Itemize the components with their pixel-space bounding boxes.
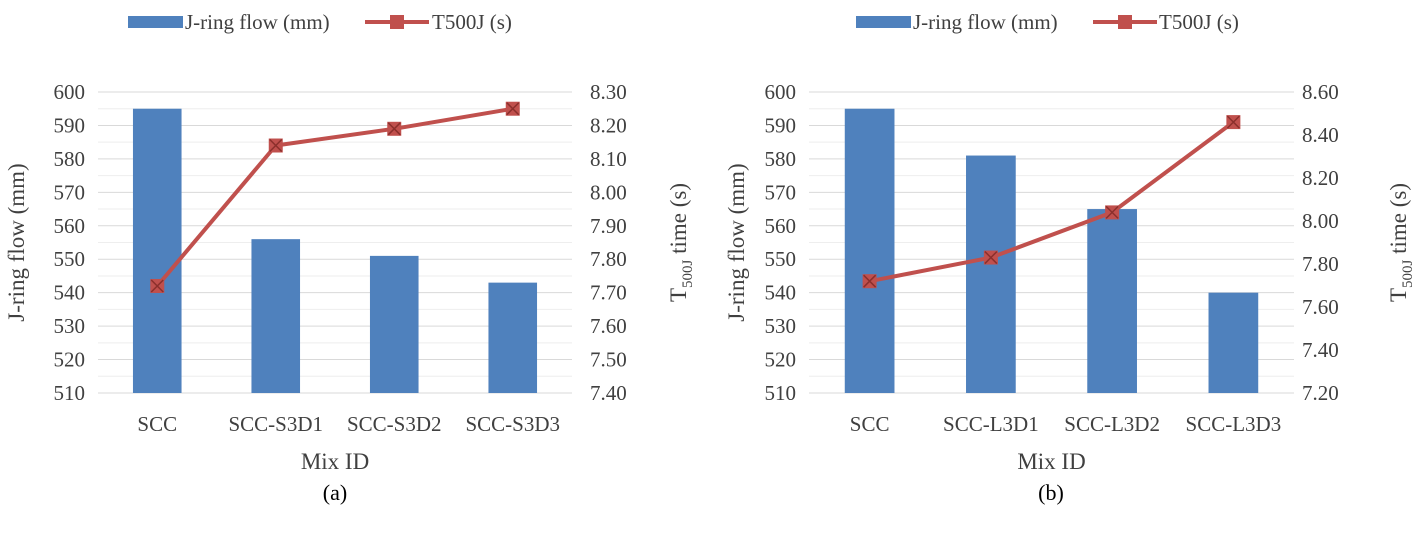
- panel-caption: (b): [1038, 480, 1064, 505]
- y-tick-label: 530: [765, 314, 797, 338]
- x-tick-label: SCC-L3D2: [1064, 412, 1160, 436]
- legend-swatch-bar: [856, 16, 911, 28]
- y-tick-label: 570: [54, 180, 86, 204]
- t500j-line: [869, 120, 1235, 284]
- y-tick-label: 540: [765, 281, 797, 305]
- x-tick-label: SCC: [850, 412, 890, 436]
- bar-scc-s3d1: [251, 239, 301, 393]
- y2-tick-label: 8.00: [1302, 209, 1339, 233]
- t500j-point-cross: [269, 138, 283, 153]
- legend-label-t500j: T500J (s): [1159, 10, 1239, 34]
- t500j-point-cross: [506, 102, 520, 116]
- y2-axis-title: T500J time (s): [666, 183, 696, 302]
- y-tick-label: 580: [54, 147, 86, 171]
- legend-swatch-marker: [390, 15, 404, 29]
- panel-caption: (a): [323, 480, 347, 505]
- y2-tick-label: 7.80: [1302, 252, 1339, 276]
- legend-label-jring: J-ring flow (mm): [185, 10, 330, 34]
- y-axis-title: J-ring flow (mm): [724, 163, 749, 321]
- y-tick-label: 560: [765, 214, 797, 238]
- y2-axis-title-subscript: 500J: [1400, 259, 1413, 288]
- bar-scc: [132, 108, 182, 393]
- y2-tick-label: 7.60: [1302, 295, 1339, 319]
- bar-scc: [844, 108, 895, 393]
- y2-tick-label: 8.20: [590, 113, 627, 137]
- t500j-line: [155, 106, 514, 288]
- legend-label-t500j: T500J (s): [432, 10, 512, 34]
- y2-tick-label: 8.40: [1302, 123, 1339, 147]
- y2-axis-title: T500J time (s): [1386, 183, 1413, 302]
- y2-tick-label: 7.60: [590, 314, 627, 338]
- y2-axis-title-rest: time (s): [666, 183, 691, 260]
- y2-tick-label: 8.10: [590, 147, 627, 171]
- y-tick-label: 600: [54, 80, 86, 104]
- chart-panel-b: 510 520 530 540 550 560 570 580 590 600 7.20 7.40 7.…: [724, 10, 1413, 505]
- bar-scc-s3d3: [488, 282, 538, 393]
- t500j-point-cross: [387, 122, 401, 136]
- bar-scc-l3d3: [1208, 292, 1259, 393]
- x-axis-title: Mix ID: [301, 449, 369, 474]
- x-tick-label: SCC-S3D1: [228, 412, 323, 436]
- y2-axis-title-main: T: [666, 288, 691, 302]
- y2-tick-label: 7.50: [590, 348, 627, 372]
- y-tick-label: 540: [54, 281, 86, 305]
- t500j-point-cross: [863, 274, 877, 288]
- y2-tick-label: 7.40: [1302, 338, 1339, 362]
- x-axis-title: Mix ID: [1017, 449, 1085, 474]
- y-axis-title: J-ring flow (mm): [4, 163, 29, 321]
- t500j-point-cross: [1105, 205, 1119, 219]
- y-tick-label: 520: [765, 348, 797, 372]
- y-tick-label: 530: [54, 314, 86, 338]
- x-tick-label: SCC-S3D3: [465, 412, 560, 436]
- y-tick-label: 590: [54, 113, 86, 137]
- t500j-point-cross: [984, 251, 998, 265]
- x-tick-label: SCC-L3D3: [1186, 412, 1282, 436]
- y2-tick-label: 8.00: [590, 180, 627, 204]
- y-tick-label: 570: [765, 180, 797, 204]
- y-tick-label: 510: [54, 381, 86, 405]
- y-tick-label: 600: [765, 80, 797, 104]
- t500j-point-cross: [150, 279, 164, 293]
- legend-label-jring: J-ring flow (mm): [913, 10, 1058, 34]
- y2-axis-title-subscript: 500J: [680, 259, 696, 288]
- y2-tick-label: 8.30: [590, 80, 627, 104]
- y-tick-label: 590: [765, 113, 797, 137]
- t500j-point-cross: [1226, 115, 1240, 129]
- y2-tick-label: 7.90: [590, 214, 627, 238]
- y-tick-label: 510: [765, 381, 797, 405]
- y2-axis-title-rest: time (s): [1386, 183, 1411, 260]
- y2-tick-label: 7.80: [590, 247, 627, 271]
- y-tick-label: 560: [54, 214, 86, 238]
- chart-panel-a: 510 520 530 540 550 560 570 580 590 600 7.40 7.50 7.…: [4, 10, 696, 505]
- bar-scc-l3d2: [1087, 209, 1137, 393]
- y2-axis-title-main: T: [1386, 288, 1411, 302]
- y-tick-label: 520: [54, 348, 86, 372]
- y2-tick-label: 8.20: [1302, 166, 1339, 190]
- y2-tick-label: 7.40: [590, 381, 627, 405]
- y-tick-label: 550: [54, 247, 86, 271]
- y2-tick-label: 7.20: [1302, 381, 1339, 405]
- y-tick-label: 580: [765, 147, 797, 171]
- y2-tick-label: 7.70: [590, 281, 627, 305]
- x-tick-label: SCC-S3D2: [347, 412, 442, 436]
- legend-swatch-marker: [1118, 15, 1132, 29]
- y-tick-label: 550: [765, 247, 797, 271]
- y2-tick-label: 8.60: [1302, 80, 1339, 104]
- bar-scc-l3d1: [966, 155, 1016, 393]
- x-tick-label: SCC: [137, 412, 177, 436]
- x-tick-label: SCC-L3D1: [943, 412, 1039, 436]
- bar-scc-s3d2: [369, 255, 419, 393]
- legend-swatch-bar: [128, 16, 183, 28]
